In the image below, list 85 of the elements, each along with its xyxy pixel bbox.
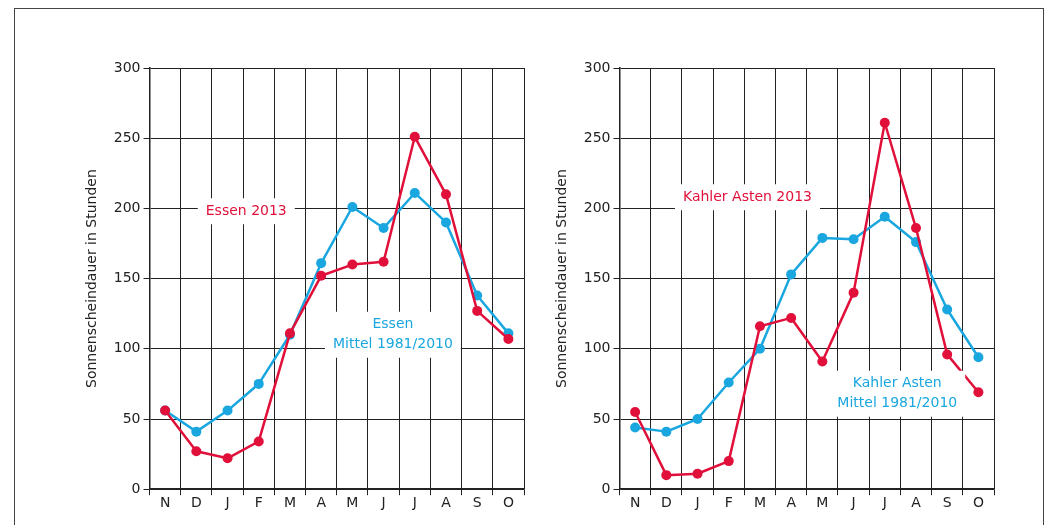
point	[817, 356, 828, 367]
point	[630, 422, 641, 433]
x-tick-label: S	[472, 494, 482, 511]
x-tick-label: D	[660, 494, 672, 511]
x-tick-label: D	[190, 494, 202, 511]
point	[222, 405, 233, 416]
point	[409, 187, 420, 198]
y-tick-label: 250	[113, 128, 141, 145]
x-tick-label: S	[942, 494, 952, 511]
point	[848, 234, 859, 245]
point	[910, 223, 921, 234]
y-tick-label: 200	[583, 199, 611, 216]
point	[973, 387, 984, 398]
text: Kahler Asten 2013	[682, 187, 812, 204]
point	[879, 211, 890, 222]
point	[942, 304, 953, 315]
x-tick-label: M	[753, 494, 766, 511]
x-tick-label: M	[283, 494, 296, 511]
point	[253, 436, 264, 447]
x-tick-label: A	[911, 494, 922, 511]
point	[754, 321, 765, 332]
x-tick-label: A	[441, 494, 452, 511]
point	[630, 406, 641, 417]
x-tick-label: J	[380, 494, 386, 511]
y-tick-label: 300	[113, 58, 141, 75]
x-tick-label: O	[502, 494, 514, 511]
x-tick-label: J	[694, 494, 700, 511]
point	[409, 131, 420, 142]
y-axis-title: Sonnenscheindauer in Stunden	[83, 169, 100, 388]
x-tick-label: O	[972, 494, 984, 511]
point	[692, 414, 703, 424]
x-tick-label: M	[346, 494, 359, 511]
point	[378, 223, 389, 234]
point	[222, 453, 233, 464]
point	[472, 305, 483, 316]
x-tick-label: A	[316, 494, 327, 511]
x-tick-label: J	[881, 494, 887, 511]
point	[692, 468, 703, 479]
point	[253, 378, 264, 389]
point	[661, 470, 672, 481]
point	[316, 270, 327, 281]
point	[440, 189, 451, 200]
point	[191, 426, 202, 437]
y-tick-label: 50	[122, 409, 141, 426]
x-tick-label: F	[254, 494, 263, 511]
x-tick-label: J	[411, 494, 417, 511]
x-tick-label: J	[850, 494, 856, 511]
y-tick-label: 0	[601, 479, 611, 496]
point	[503, 333, 514, 344]
point	[848, 287, 859, 298]
point	[754, 343, 765, 354]
point	[786, 312, 797, 323]
x-tick-label: M	[816, 494, 829, 511]
point	[440, 217, 451, 228]
point	[879, 117, 890, 128]
y-tick-label: 50	[592, 409, 611, 426]
point	[661, 426, 672, 437]
point	[191, 446, 202, 457]
text: Essen 2013	[205, 201, 287, 218]
y-tick-label: 0	[131, 479, 141, 496]
point	[973, 352, 984, 363]
point	[786, 269, 797, 280]
x-tick-label: F	[724, 494, 733, 511]
point	[316, 258, 327, 269]
x-tick-label: A	[786, 494, 797, 511]
series-label: Kahler Asten Mittel 1981/2010	[837, 374, 958, 411]
point	[723, 456, 734, 467]
point	[723, 377, 734, 388]
x-tick-label: J	[224, 494, 230, 511]
y-tick-label: 150	[583, 269, 611, 286]
y-tick-label: 150	[113, 269, 141, 286]
point	[817, 232, 828, 243]
series-label: Essen Mittel 1981/2010	[333, 315, 453, 352]
point	[942, 349, 953, 360]
point	[378, 256, 389, 267]
x-tick-label: N	[629, 494, 641, 511]
y-axis-title: Sonnenscheindauer in Stunden	[553, 169, 570, 388]
x-tick-label: N	[159, 494, 171, 511]
y-tick-label: 300	[583, 58, 611, 75]
y-tick-label: 100	[583, 339, 611, 356]
y-tick-label: 100	[113, 339, 141, 356]
point	[347, 259, 358, 270]
y-tick-label: 250	[583, 128, 611, 145]
point	[347, 202, 358, 212]
y-tick-label: 200	[113, 199, 141, 216]
